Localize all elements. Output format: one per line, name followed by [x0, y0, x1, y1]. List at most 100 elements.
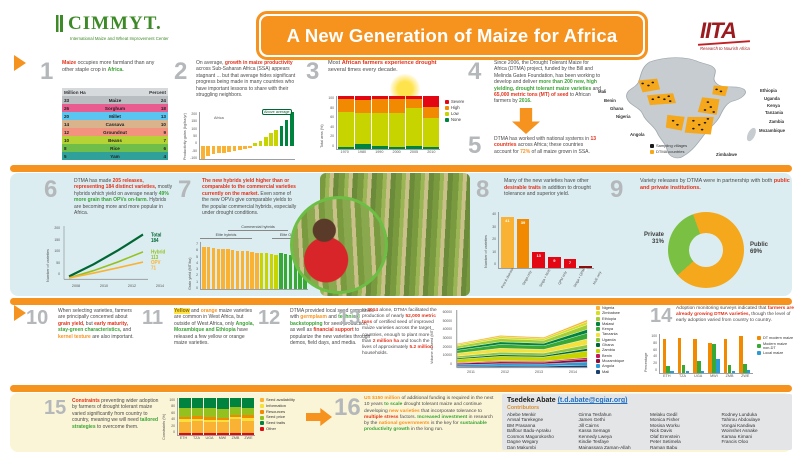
contributor-name: Olaf Erenstein [650, 433, 680, 439]
stack-segment [242, 420, 255, 433]
legend-label: DTMA countries [656, 148, 685, 154]
bar: 13 [532, 251, 546, 268]
cimmyt-logo: CIMMYT. [56, 13, 162, 35]
map-label-mali: Mali [598, 89, 607, 94]
axis-tick: 10000 [442, 353, 452, 358]
bar-slot: 41 [500, 212, 515, 268]
s14-y-ticks: 100 80 60 40 20 0 [648, 334, 657, 372]
legend-item: Ethiopia [596, 315, 646, 321]
axis-tick: ETH [663, 374, 671, 378]
stack-segment [406, 107, 422, 146]
bar [240, 250, 245, 289]
axis-tick: 40 [171, 417, 175, 422]
contributors-col-1: Abebe Menkir Amsal Tarekegne BM Prasanna Ba… [507, 412, 573, 450]
stacked-bar [338, 96, 354, 149]
legend-item: Other [260, 426, 304, 432]
contributors-heading: Contributors [507, 405, 540, 411]
legend-chip [445, 106, 449, 111]
bar-slot [288, 242, 293, 289]
contributor-name: Raman Babu [650, 444, 678, 450]
public-private-donut [668, 212, 744, 288]
stack-segment [179, 421, 191, 433]
legend-chip [596, 343, 600, 348]
contributor-name: Kassa Semagn [578, 428, 611, 434]
contributor-name: Nick Davis [650, 428, 673, 434]
axis-tick: 2000 [392, 150, 401, 154]
bar-value: 41 [505, 217, 510, 223]
legend-item: None [445, 117, 485, 123]
map-label-zimbabwe: Zimbabwe [716, 152, 738, 157]
legend-label: Uganda [602, 336, 616, 342]
x-axis-labels: 2008 2010 2012 2014 [62, 284, 174, 288]
stack-segment [179, 419, 191, 422]
crop-name: Rice [110, 145, 120, 151]
bar-slot [269, 112, 273, 159]
legend-chip [596, 359, 600, 364]
axis-tick: 1990 [375, 150, 384, 154]
s8-y-ticks: 40 30 20 10 0 [488, 212, 496, 266]
axis-tick: 7 [196, 242, 198, 246]
legend-item: Severe [445, 99, 485, 105]
table-row: 20 Millet 13 [62, 112, 168, 120]
bar [293, 256, 298, 289]
legend-item: Zambia [596, 348, 646, 353]
legend-label: Angola [602, 363, 615, 369]
bar [227, 146, 232, 152]
contributor-name: BM Prasanna [507, 422, 536, 428]
bar [727, 365, 732, 373]
stacked-plot [336, 96, 440, 150]
axis-tick: 0 [494, 262, 496, 266]
bar [222, 146, 226, 153]
bar: 9 [547, 256, 561, 268]
axis-tick: 1970 [340, 150, 349, 154]
stack-segment [229, 414, 242, 418]
legend-label: Ethiopia [602, 315, 617, 321]
section-11-number: 11 [142, 307, 164, 329]
section-1-number: 1 [40, 58, 54, 85]
legend-item: Modern maize non-DT [757, 342, 795, 350]
bar-slot [279, 242, 283, 289]
axis-tick: -50 [192, 148, 197, 153]
axis-tick: 200 [54, 226, 60, 230]
bar [685, 370, 690, 373]
contributor-name: Dan Makumbi [507, 444, 536, 450]
section-16-number: 16 [334, 394, 361, 421]
bar-slot [274, 112, 279, 159]
legend-chip [596, 364, 600, 369]
crop-percent: 7 [163, 137, 166, 143]
stack-segment [204, 398, 217, 409]
axis-tick: 3 [196, 267, 198, 272]
bar-slot [274, 242, 278, 289]
s3-legend: Severe High Low None [445, 99, 485, 123]
bar [697, 361, 701, 373]
axis-tick: 80 [653, 340, 657, 345]
lead-author-email-link[interactable]: (t.d.abate@cgiar.org) [557, 397, 628, 404]
bar-slot [264, 242, 269, 289]
stack-segment [423, 96, 439, 107]
legend-label: Seed availability [266, 397, 295, 402]
stacked-plot [177, 398, 255, 436]
section-15-number: 15 [44, 397, 67, 419]
axis-tick: MWI [710, 374, 718, 378]
contributors-col-3: Melaku Gedil Monica Fisher Mosisa Worku Nic… [650, 412, 716, 450]
bar [263, 136, 268, 147]
axis-tick: 100 [169, 398, 175, 402]
legend-chip [596, 316, 600, 321]
x-axis-labels: ETH TZA UGA MWI ZMB ZWE [177, 436, 255, 440]
bar [677, 337, 682, 373]
map-legend: Sampling villages DTMA countries [650, 143, 710, 154]
contributor-name: Dagne Wegary [507, 439, 539, 445]
stack-segment [191, 420, 204, 434]
stacked-bar [204, 398, 217, 435]
bar-slot: 7 [563, 212, 578, 268]
contributor-name: Kindie Tesfaye [578, 439, 609, 445]
axis-tick: UGA [694, 374, 703, 378]
contributors-col-4: Rodney Lunduka Tahirou Abdoulaye Vongai Ka… [722, 412, 788, 450]
s7-bracket-elite-opvs: Elite OPVs [272, 232, 306, 240]
crop-ha: 12 [64, 129, 70, 135]
legend-label: Seed traits [266, 420, 286, 426]
axis-tick: 50 [193, 133, 197, 138]
stack-segment [338, 96, 354, 100]
bar [712, 344, 716, 373]
